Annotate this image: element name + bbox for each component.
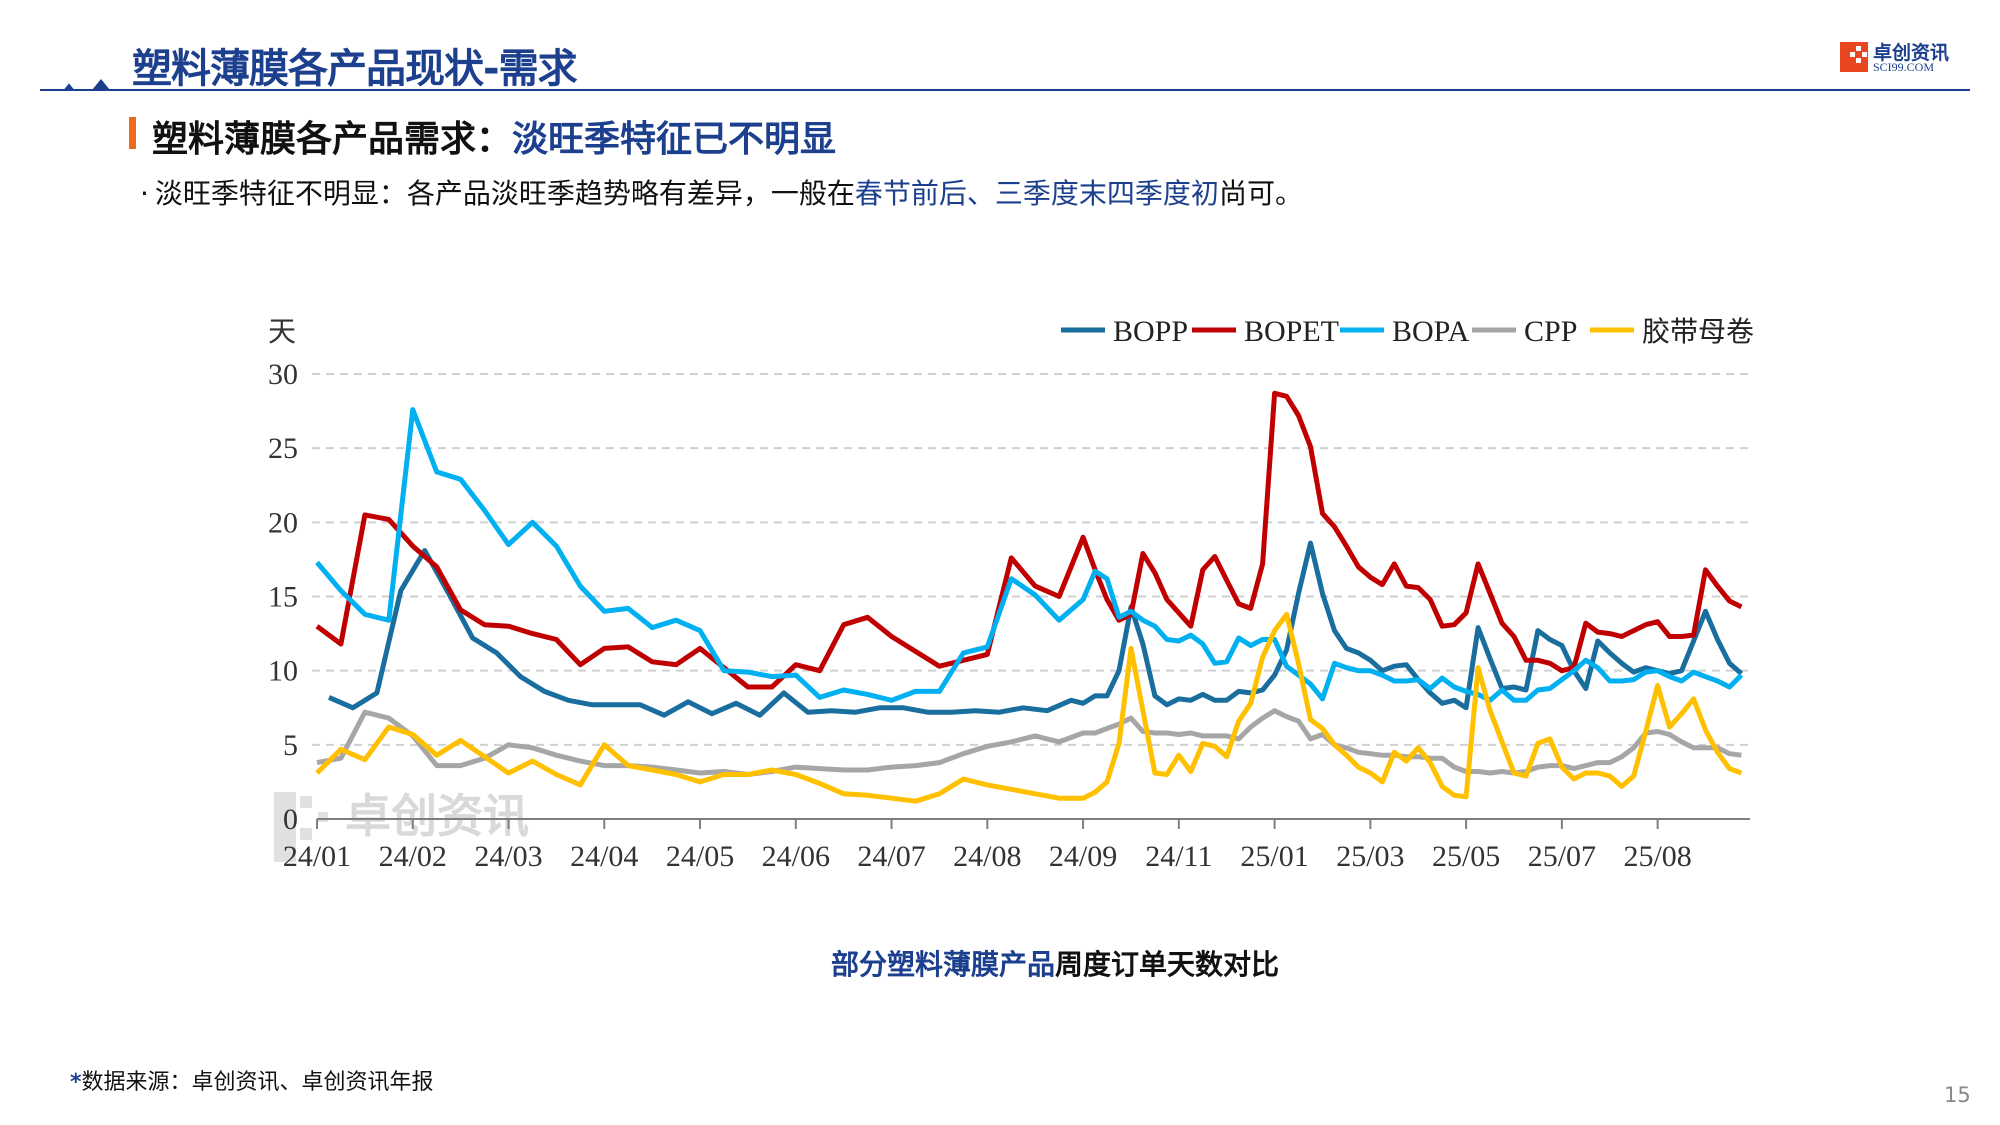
x-tick-label: 24/06 xyxy=(762,840,830,873)
series-line-bopet xyxy=(315,390,1743,690)
caption-highlight: 部分塑料薄膜产品 xyxy=(830,948,1055,981)
triangle-decoration-icon xyxy=(92,79,110,90)
bullet-point: · 淡旺季特征不明显：各产品淡旺季趋势略有差异，一般在春节前后、三季度末四季度初尚… xyxy=(140,172,1303,212)
x-tick-label: 24/11 xyxy=(1145,840,1212,873)
x-tick-label: 24/02 xyxy=(379,840,447,873)
page-title: 塑料薄膜各产品现状-需求 xyxy=(132,46,578,92)
logo-text-en: SCI99.COM xyxy=(1873,60,1935,74)
legend-label: BOPP xyxy=(1113,315,1188,348)
header-divider xyxy=(40,89,1970,91)
legend-item: BOPET xyxy=(1192,315,1339,348)
y-tick-label: 25 xyxy=(268,432,298,465)
legend-label: BOPA xyxy=(1392,315,1470,348)
chart-caption: 部分塑料薄膜产品周度订单天数对比 xyxy=(0,943,2000,983)
y-tick-label: 15 xyxy=(268,581,298,614)
logo-text-cn: 卓创资讯 xyxy=(1873,42,1950,64)
bullet-text-end: 尚可。 xyxy=(1218,177,1303,210)
legend-item: 胶带母卷 xyxy=(1590,315,1754,348)
legend: BOPP BOPET BOPA CPP 胶带母卷 xyxy=(1061,315,1754,348)
watermark-mark-icon xyxy=(274,792,296,862)
legend-label: BOPET xyxy=(1244,315,1339,348)
series-line-bopp xyxy=(328,540,1744,718)
legend-item: BOPA xyxy=(1340,315,1470,348)
x-tick-label: 24/04 xyxy=(570,840,638,873)
source-footnote: *数据来源：卓创资讯、卓创资讯年报 xyxy=(70,1064,434,1096)
bullet-text: 淡旺季特征不明显：各产品淡旺季趋势略有差异，一般在 xyxy=(154,177,855,210)
legend-label: CPP xyxy=(1524,315,1577,348)
x-tick-label: 24/09 xyxy=(1049,840,1117,873)
logo-mark-icon xyxy=(1840,42,1868,72)
x-tick-label: 24/01 xyxy=(283,840,351,873)
x-tick-label: 24/07 xyxy=(857,840,925,873)
legend-item: CPP xyxy=(1472,315,1577,348)
footnote-text: 数据来源：卓创资讯、卓创资讯年报 xyxy=(81,1070,434,1095)
watermark-logo: 卓创资讯 xyxy=(274,789,529,862)
watermark-text: 卓创资讯 xyxy=(345,789,529,843)
sci99-logo: 卓创资讯 SCI99.COM xyxy=(1840,40,1975,74)
x-tick-label: 24/05 xyxy=(666,840,734,873)
bullet-highlight: 春节前后、三季度末四季度初 xyxy=(854,177,1219,210)
series-line-cpp xyxy=(316,708,1742,777)
series-line-胶带母卷 xyxy=(315,611,1743,804)
footnote-star: * xyxy=(70,1070,82,1095)
legend-label: 胶带母卷 xyxy=(1642,315,1754,348)
bullet-marker: · xyxy=(140,177,149,210)
y-tick-label: 5 xyxy=(283,729,298,762)
x-tick-label: 25/01 xyxy=(1240,840,1308,873)
page-number: 15 xyxy=(1944,1083,1971,1107)
y-tick-label: 0 xyxy=(283,803,298,836)
x-tick-label: 25/05 xyxy=(1432,840,1500,873)
caption-rest: 周度订单天数对比 xyxy=(1055,948,1280,981)
y-axis-label: 天 xyxy=(268,315,296,348)
subtitle-accent-bar xyxy=(129,117,136,149)
triangle-decoration-icon xyxy=(63,83,75,90)
x-tick-label: 25/03 xyxy=(1336,840,1404,873)
series-line-bopa xyxy=(315,407,1744,703)
y-tick-label: 20 xyxy=(268,506,298,539)
x-tick-label: 24/08 xyxy=(953,840,1021,873)
subtitle-prefix: 塑料薄膜各产品需求： xyxy=(152,119,513,160)
x-tick-label: 25/07 xyxy=(1528,840,1596,873)
x-tick-label: 24/03 xyxy=(474,840,542,873)
x-tick-label: 25/08 xyxy=(1623,840,1691,873)
legend-item: BOPP xyxy=(1061,315,1188,348)
y-tick-label: 30 xyxy=(268,358,298,391)
subtitle-highlight: 淡旺季特征已不明显 xyxy=(512,119,837,160)
section-subtitle: 塑料薄膜各产品需求：淡旺季特征已不明显 xyxy=(152,110,836,162)
y-tick-label: 10 xyxy=(268,655,298,688)
